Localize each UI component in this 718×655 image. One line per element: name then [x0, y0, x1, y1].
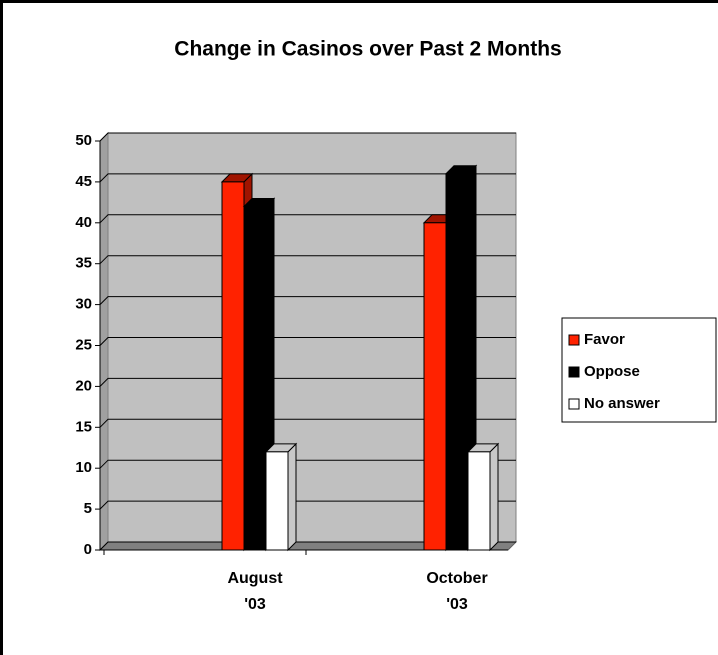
chart-title: Change in Casinos over Past 2 Months: [174, 38, 561, 61]
bar-face: [489, 442, 499, 552]
y-tick-label: 10: [75, 459, 92, 476]
grid-line: [99, 377, 516, 387]
grid-line: [99, 173, 516, 183]
grid-line: [99, 418, 516, 428]
legend-swatch: [568, 398, 580, 410]
bar: [466, 442, 500, 552]
bar-face: [243, 205, 267, 551]
y-tick-label: 50: [75, 132, 92, 149]
y-tick-label: 35: [75, 255, 92, 272]
grid-line: [99, 459, 516, 469]
legend-label: No answer: [584, 395, 660, 412]
legend-swatch: [568, 334, 580, 346]
grid-line: [99, 500, 516, 510]
bar-face: [467, 451, 491, 551]
y-tick-label: 30: [75, 296, 92, 313]
y-tick-label: 45: [75, 173, 92, 190]
y-tick-label: 40: [75, 214, 92, 231]
grid-line: [99, 132, 516, 142]
legend-swatch: [568, 366, 580, 378]
grid-line: [99, 541, 516, 551]
x-tick-label: August '03: [227, 570, 283, 613]
y-tick-label: 0: [84, 541, 92, 558]
legend-label: Oppose: [584, 363, 640, 380]
grid-line: [99, 296, 516, 305]
x-tick-label: October '03: [426, 570, 488, 613]
grid-line: [99, 255, 516, 265]
bar-face: [265, 451, 289, 551]
y-tick-label: 25: [75, 336, 92, 353]
y-tick-label: 15: [75, 418, 92, 435]
grid-line: [99, 337, 516, 346]
bar-face: [423, 222, 447, 551]
bar-face: [287, 442, 297, 552]
y-tick-label: 20: [75, 377, 92, 394]
bar: [264, 442, 298, 552]
bar-face: [445, 173, 469, 551]
bar-face: [221, 181, 245, 551]
legend-label: Favor: [584, 331, 625, 348]
legend-box: [561, 317, 717, 423]
grid-line: [99, 214, 516, 224]
y-tick-label: 5: [84, 500, 92, 517]
